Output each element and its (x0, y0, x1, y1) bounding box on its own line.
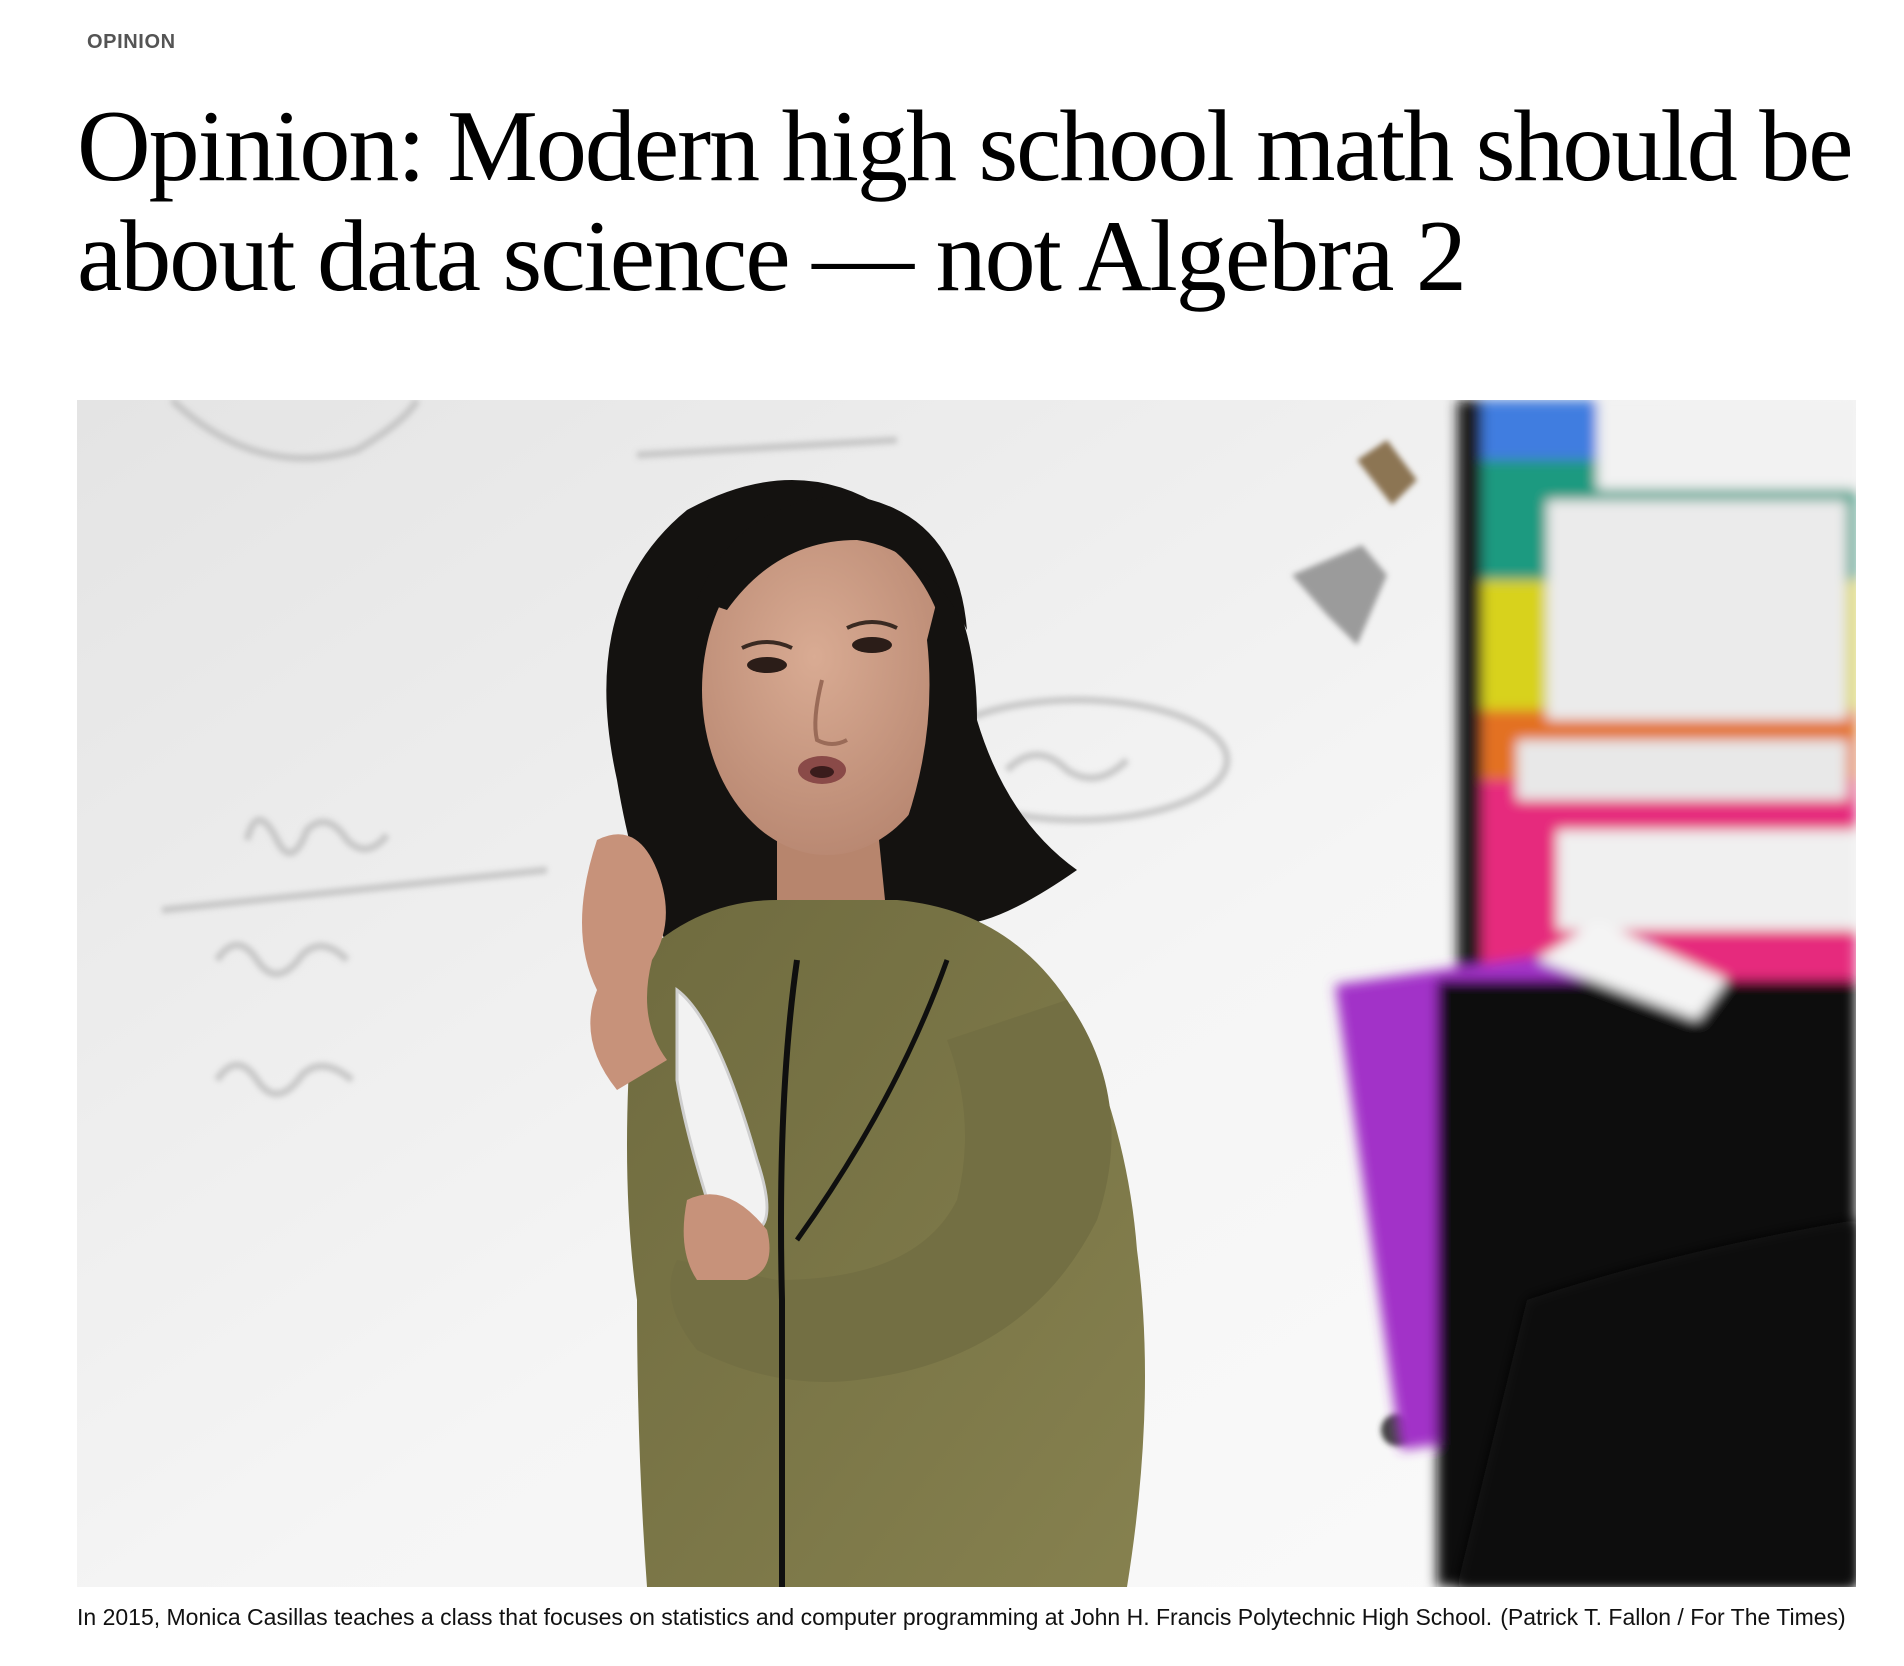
section-label[interactable]: OPINION (87, 31, 176, 53)
board-clips (1292, 440, 1417, 1446)
photo-caption: In 2015, Monica Casillas teaches a class… (77, 1603, 1857, 1632)
photo-credit: (Patrick T. Fallon / For The Times) (1500, 1604, 1846, 1630)
article-headline: Opinion: Modern high school math should … (77, 90, 1854, 313)
hand (582, 834, 667, 1090)
phone (675, 986, 769, 1232)
caption-text: In 2015, Monica Casillas teaches a class… (77, 1604, 1493, 1630)
whiteboard-writing (161, 400, 1231, 1098)
face (702, 525, 952, 855)
teacher-photo-illustration (77, 400, 1856, 1587)
article-photo (77, 400, 1856, 1587)
lanyard (778, 959, 800, 1587)
